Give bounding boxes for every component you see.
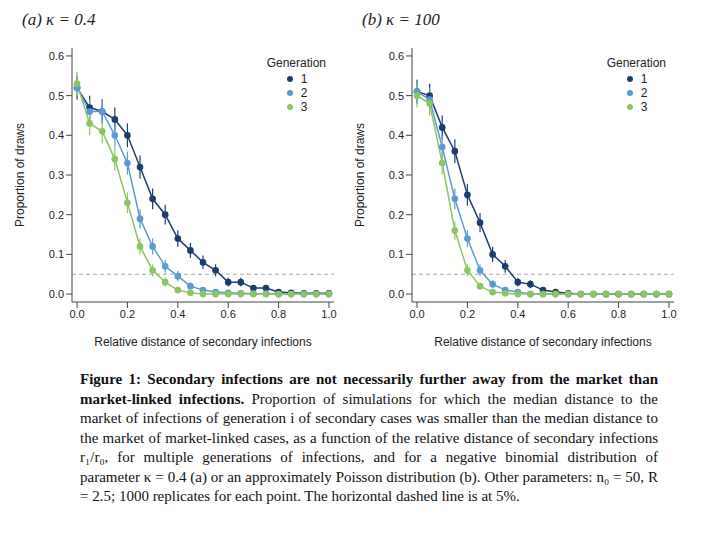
svg-text:0.3: 0.3 <box>49 169 64 181</box>
svg-text:0.0: 0.0 <box>409 308 424 320</box>
svg-text:0.2: 0.2 <box>460 308 475 320</box>
html-text:Generation: Generation <box>266 56 326 70</box>
svg-text:0.1: 0.1 <box>49 248 64 260</box>
html-text:3: 3 <box>300 100 308 114</box>
svg-text:0.3: 0.3 <box>389 169 404 181</box>
html-text:2: 2 <box>640 86 648 100</box>
svg-text:1.0: 1.0 <box>661 308 676 320</box>
html-text:Proportion of simulations for: Proportion of simulations for which the … <box>80 390 658 504</box>
svg-text:0.0: 0.0 <box>69 308 84 320</box>
svg-text:Relative distance of secondary: Relative distance of secondary infection… <box>434 335 651 349</box>
svg-text:0.2: 0.2 <box>389 209 404 221</box>
svg-text:0.6: 0.6 <box>561 308 576 320</box>
svg-text:0.2: 0.2 <box>120 308 135 320</box>
svg-text:0.1: 0.1 <box>389 248 404 260</box>
svg-text:Relative distance of secondary: Relative distance of secondary infection… <box>94 335 311 349</box>
svg-text:0.2: 0.2 <box>49 209 64 221</box>
svg-text:0.6: 0.6 <box>389 50 404 62</box>
svg-text:1.0: 1.0 <box>321 308 336 320</box>
svg-text:Proportion of draws: Proportion of draws <box>353 123 367 227</box>
html-text:3: 3 <box>640 100 648 114</box>
svg-text:0.0: 0.0 <box>389 288 404 300</box>
html-text:Generation: Generation <box>606 56 666 70</box>
html-text:(a) κ = 0.4: (a) κ = 0.4 <box>22 10 96 29</box>
html-text:(b) κ = 100: (b) κ = 100 <box>362 10 440 29</box>
svg-text:Proportion of draws: Proportion of draws <box>13 123 27 227</box>
html-text:2: 2 <box>300 86 308 100</box>
svg-text:0.6: 0.6 <box>49 50 64 62</box>
svg-text:0.6: 0.6 <box>221 308 236 320</box>
svg-text:0.4: 0.4 <box>389 129 404 141</box>
html-text:Figure 1: Secondary infections: Figure 1: Secondary infections are not n… <box>80 371 658 407</box>
svg-text:0.5: 0.5 <box>49 90 64 102</box>
svg-text:0.5: 0.5 <box>389 90 404 102</box>
svg-text:0.8: 0.8 <box>271 308 286 320</box>
svg-text:0.4: 0.4 <box>170 308 185 320</box>
svg-text:0.0: 0.0 <box>49 288 64 300</box>
svg-text:0.4: 0.4 <box>510 308 525 320</box>
html-text:1: 1 <box>300 72 308 86</box>
svg-text:0.4: 0.4 <box>49 129 64 141</box>
svg-text:0.8: 0.8 <box>611 308 626 320</box>
html-text:1: 1 <box>640 72 648 86</box>
